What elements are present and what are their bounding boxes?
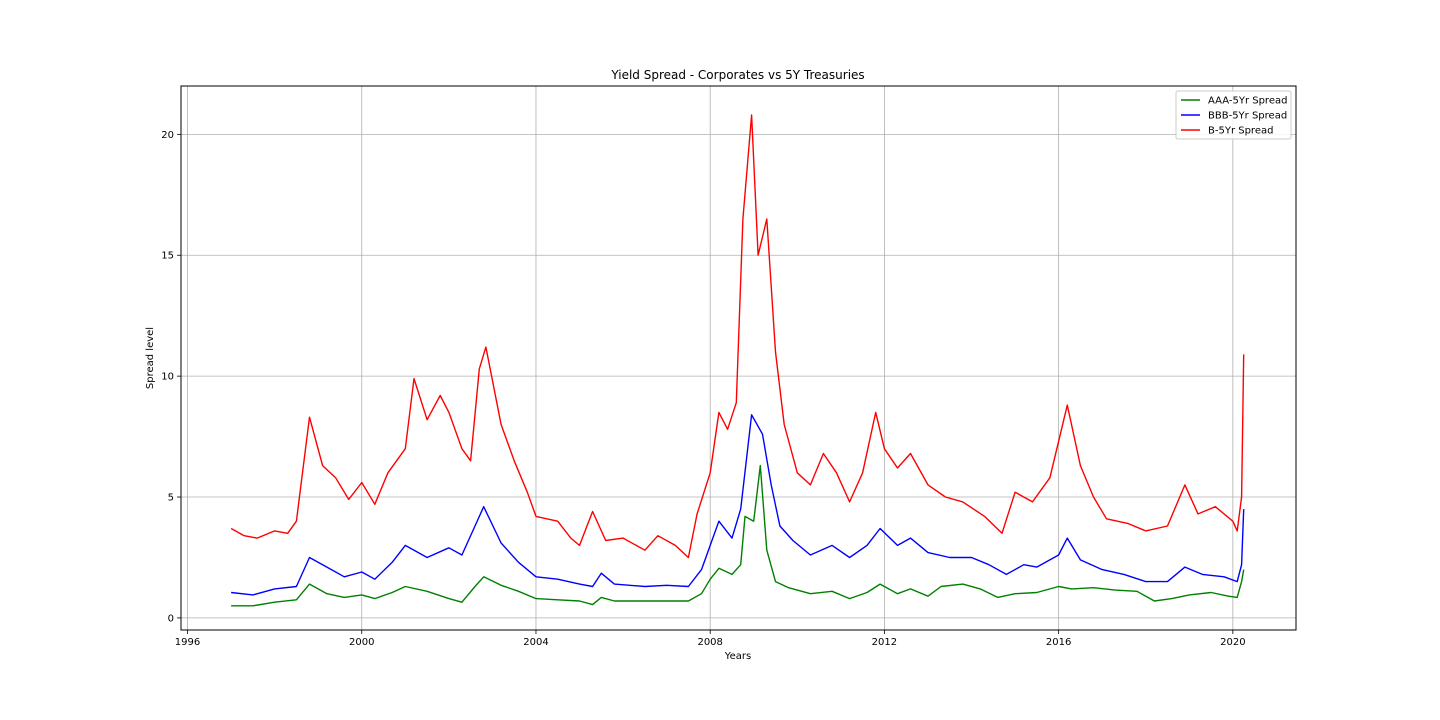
y-axis-ticks: 0 5 10 15 20 — [161, 130, 181, 624]
legend-entry: BBB-5Yr Spread — [1208, 111, 1287, 122]
plot-frame — [180, 85, 1297, 631]
y-tick-label: 5 — [168, 493, 174, 504]
x-tick-label: 2000 — [349, 637, 374, 648]
chart-title: Yield Spread - Corporates vs 5Y Treasuri… — [610, 68, 864, 82]
x-tick-label: 2008 — [697, 637, 722, 648]
x-tick-label: 2012 — [872, 637, 897, 648]
legend-items: AAA-5Yr Spread BBB-5Yr Spread B-5Yr Spread — [1181, 96, 1287, 137]
series-line-1 — [231, 414, 1245, 596]
x-tick-label: 2020 — [1220, 637, 1245, 648]
y-tick-label: 20 — [161, 130, 174, 141]
y-tick-label: 0 — [168, 613, 174, 624]
legend-entry: B-5Yr Spread — [1208, 126, 1273, 137]
x-axis-label: Years — [724, 651, 751, 662]
grid-layer — [181, 86, 1296, 630]
x-tick-label: 2016 — [1046, 637, 1071, 648]
series-line-0 — [231, 464, 1245, 607]
legend: AAA-5Yr Spread BBB-5Yr Spread B-5Yr Spread — [1175, 90, 1292, 140]
legend-box — [1175, 90, 1292, 140]
series-line-2 — [230, 114, 1245, 559]
x-axis-ticks: 1996 2000 2004 2008 2012 2016 2020 — [175, 630, 1246, 648]
x-tick-label: 2004 — [523, 637, 548, 648]
x-tick-label: 1996 — [175, 637, 200, 648]
y-axis-label: Spread level — [145, 327, 156, 389]
series-layer — [230, 114, 1245, 607]
y-tick-label: 15 — [161, 251, 174, 262]
legend-entry: AAA-5Yr Spread — [1208, 96, 1287, 107]
y-tick-label: 10 — [161, 372, 174, 383]
